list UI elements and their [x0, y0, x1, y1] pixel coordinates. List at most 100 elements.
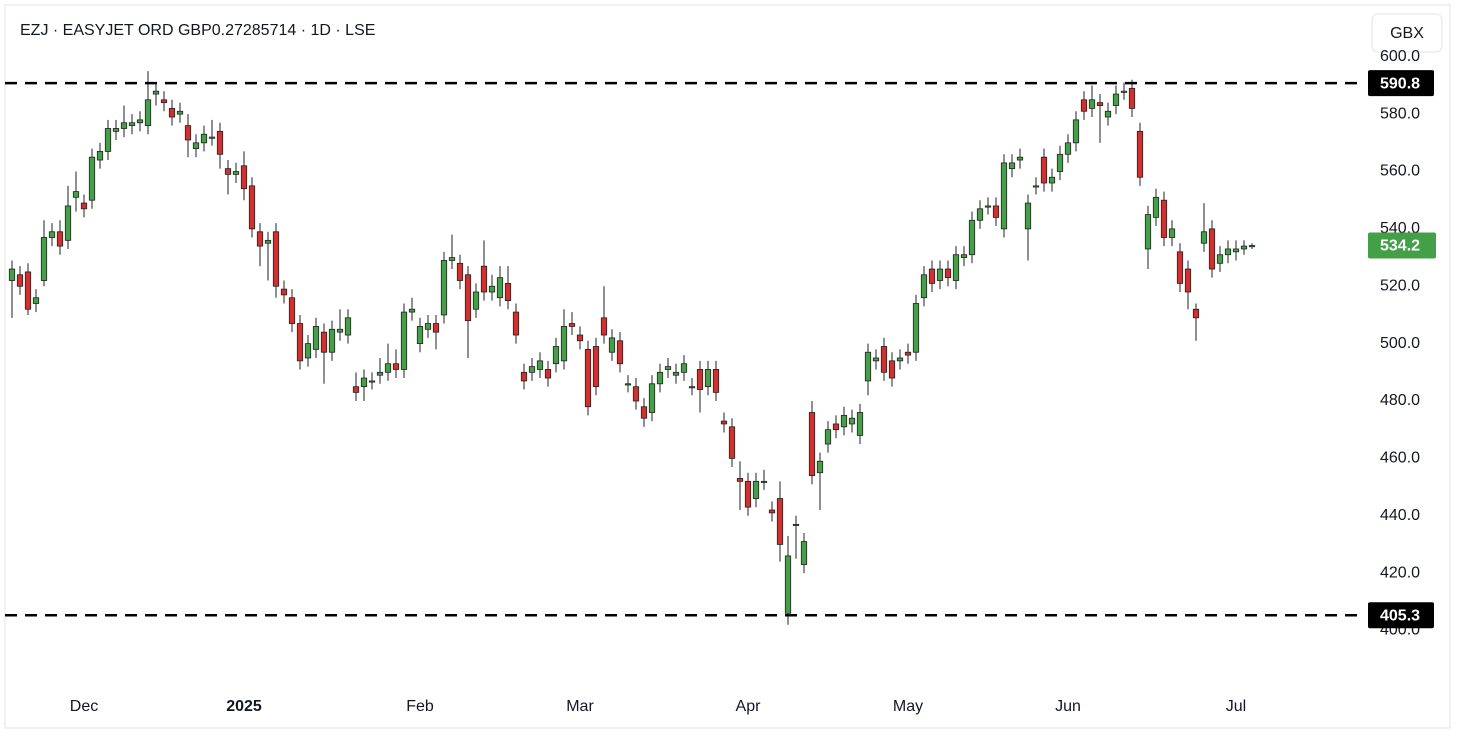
candle-body — [1000, 162, 1008, 230]
candle-body — [472, 291, 480, 310]
candle-body — [24, 271, 32, 310]
candle-body — [192, 142, 200, 149]
candle-body — [392, 363, 400, 370]
candle-body — [152, 90, 160, 95]
currency-label[interactable]: GBX — [1390, 25, 1424, 42]
candle-body — [624, 383, 632, 386]
candle-body — [704, 369, 712, 388]
candle-body — [736, 478, 744, 482]
candle-body — [768, 509, 776, 514]
candle-body — [208, 136, 216, 139]
y-tick-label: 420.0 — [1380, 564, 1420, 581]
candle-body — [776, 498, 784, 545]
candle-body — [456, 262, 464, 281]
candle-body — [584, 348, 592, 408]
candle-body — [984, 205, 992, 208]
candle-body — [512, 311, 520, 336]
candle-body — [720, 420, 728, 425]
candle-body — [488, 285, 496, 293]
candle-body — [1112, 93, 1120, 106]
candle-body — [1024, 202, 1032, 230]
candle-body — [408, 308, 416, 313]
candle-body — [968, 219, 976, 256]
candle-body — [440, 260, 448, 316]
candle-body — [816, 460, 824, 474]
candle-body — [1064, 142, 1072, 155]
candle-body — [832, 423, 840, 431]
price-label: 590.8 — [1380, 75, 1420, 92]
candle-body — [760, 480, 768, 483]
candle-body — [304, 343, 312, 359]
candle-body — [280, 288, 288, 296]
candle-body — [936, 268, 944, 281]
candle-body — [1088, 99, 1096, 109]
candle-body — [232, 171, 240, 175]
candle-body — [48, 231, 56, 238]
candle-body — [528, 366, 536, 373]
candle-body — [672, 371, 680, 376]
candle-body — [560, 326, 568, 362]
candle-body — [40, 237, 48, 281]
candle-body — [1104, 110, 1112, 118]
x-tick-label: Dec — [70, 698, 98, 715]
candle-body — [1072, 119, 1080, 144]
candle-body — [344, 317, 352, 336]
candle-body — [608, 337, 616, 353]
y-tick-label: 560.0 — [1380, 163, 1420, 180]
candle-body — [376, 371, 384, 376]
candle-body — [384, 363, 392, 373]
candle-body — [856, 412, 864, 436]
y-tick-label: 580.0 — [1380, 105, 1420, 122]
candle-body — [1232, 248, 1240, 253]
candle-body — [840, 414, 848, 428]
candle-body — [712, 369, 720, 393]
candle-body — [320, 331, 328, 353]
candle-body — [592, 346, 600, 388]
candle-body — [1216, 254, 1224, 264]
candle-body — [680, 363, 688, 373]
candle-body — [424, 323, 432, 330]
candle-body — [952, 254, 960, 281]
candle-body — [1008, 162, 1016, 170]
candle-body — [416, 326, 424, 345]
candle-body — [256, 231, 264, 247]
candle-body — [600, 317, 608, 336]
candle-body — [360, 377, 368, 388]
candle-body — [888, 360, 896, 379]
candle-body — [520, 371, 528, 382]
candle-body — [176, 110, 184, 115]
price-label: 405.3 — [1380, 608, 1420, 625]
candle-body — [912, 303, 920, 353]
candle-body — [896, 357, 904, 362]
candle-body — [848, 417, 856, 425]
candle-body — [960, 254, 968, 258]
chart-title: EZJ · EASYJET ORD GBP0.27285714 · 1D · L… — [20, 22, 375, 39]
x-tick-label: May — [893, 698, 923, 715]
x-tick-label: Feb — [406, 698, 434, 715]
x-tick-label: Apr — [736, 698, 762, 715]
candle-body — [616, 340, 624, 365]
x-tick-label: Jul — [1226, 698, 1246, 715]
candle-body — [32, 297, 40, 304]
candle-body — [1152, 196, 1160, 218]
candle-body — [640, 406, 648, 419]
candle-body — [72, 191, 80, 198]
candle-body — [112, 128, 120, 132]
candle-body — [216, 130, 224, 155]
candle-body — [264, 239, 272, 244]
candle-body — [792, 523, 800, 526]
candle-body — [1248, 245, 1256, 248]
candle-body — [568, 323, 576, 327]
candle-body — [336, 328, 344, 333]
currency-button[interactable] — [1371, 13, 1443, 53]
candle-body — [1016, 156, 1024, 161]
candle-body — [944, 268, 952, 279]
candle-body — [248, 185, 256, 230]
candle-body — [64, 205, 72, 241]
candle-body — [168, 108, 176, 118]
candle-body — [504, 282, 512, 302]
candle-body — [296, 323, 304, 362]
candle-body — [328, 328, 336, 353]
